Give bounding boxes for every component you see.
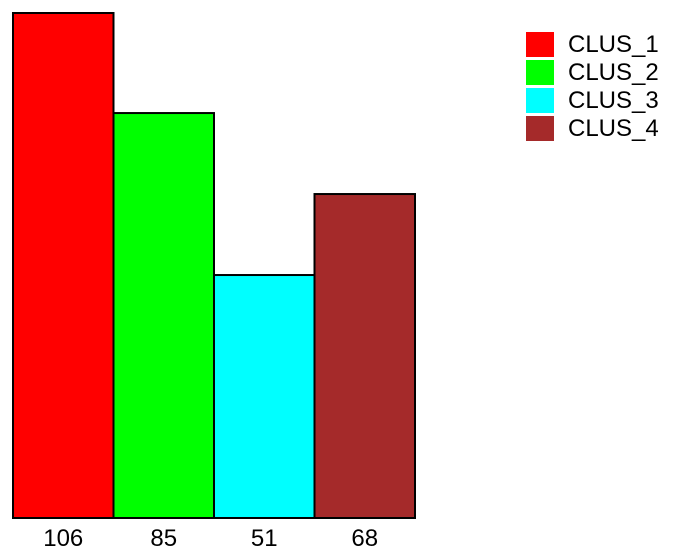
legend-label: CLUS_2 [568,59,659,86]
legend-item-clus-4: CLUS_4 [526,115,659,142]
legend-swatch [526,88,554,113]
bar-clus-2 [112,112,215,519]
bar-clus-1 [12,12,115,519]
legend-item-clus-3: CLUS_3 [526,87,659,114]
legend-item-clus-2: CLUS_2 [526,59,659,86]
legend: CLUS_1 CLUS_2 CLUS_3 CLUS_4 [526,31,659,143]
bar-clus-4 [313,193,416,519]
legend-label: CLUS_4 [568,115,659,142]
legend-swatch [526,116,554,141]
legend-swatch [526,60,554,85]
legend-item-clus-1: CLUS_1 [526,31,659,58]
legend-swatch [526,32,554,57]
legend-label: CLUS_1 [568,31,659,58]
x-tick-label: 106 [43,525,83,550]
x-tick-label: 51 [251,525,278,550]
legend-label: CLUS_3 [568,87,659,114]
x-tick-label: 68 [351,525,378,550]
x-tick-label: 85 [150,525,177,550]
bar-clus-3 [213,274,316,519]
